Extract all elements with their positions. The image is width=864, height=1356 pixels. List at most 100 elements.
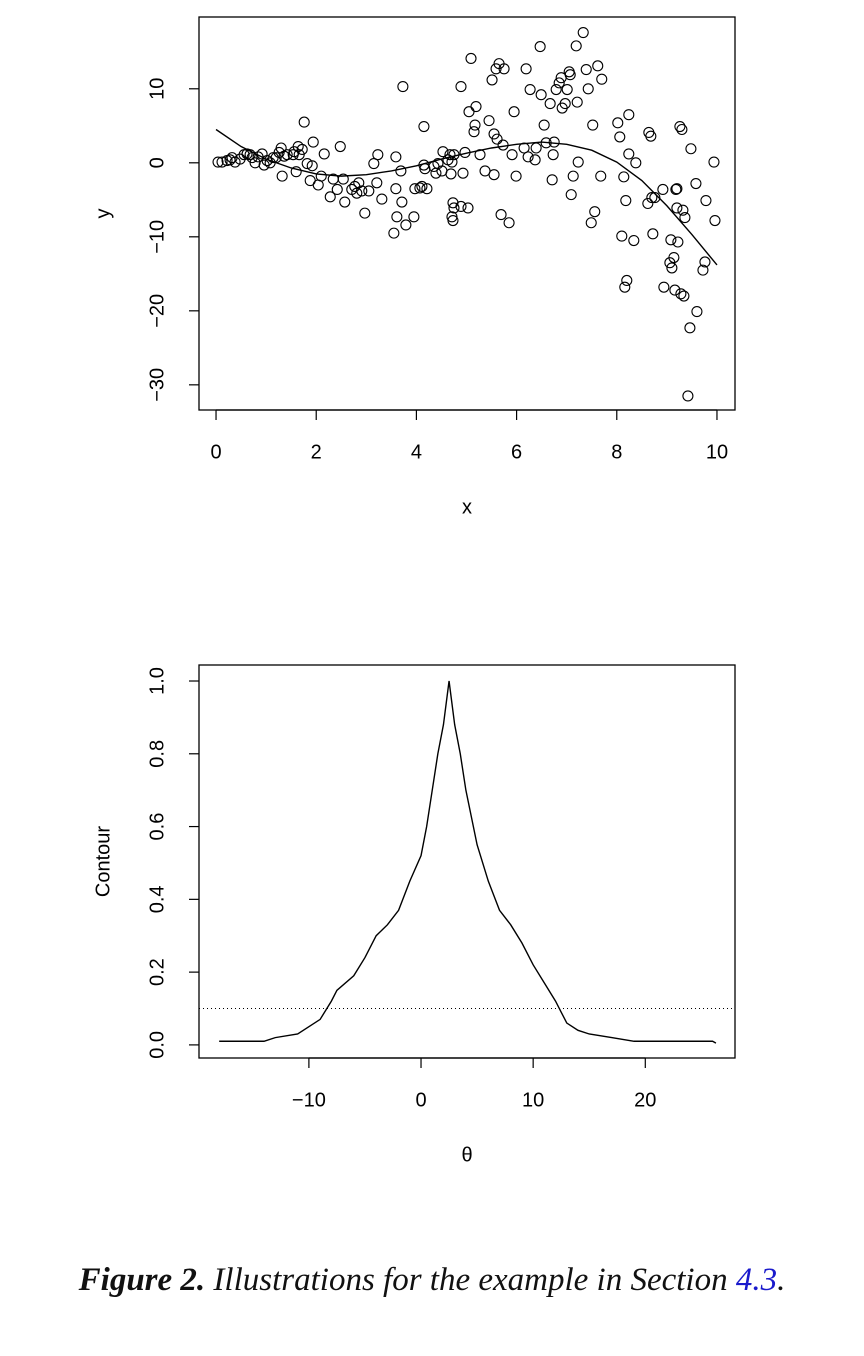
point <box>334 140 346 153</box>
point <box>416 180 428 193</box>
point <box>409 183 421 195</box>
point <box>585 217 597 229</box>
point <box>474 149 486 161</box>
point <box>216 156 228 168</box>
point <box>318 148 330 160</box>
y-tick-label: −10 <box>146 220 168 254</box>
section-link[interactable]: 4.3 <box>735 1262 778 1298</box>
point <box>307 136 319 148</box>
fitted-curve <box>215 128 718 266</box>
point <box>390 151 402 163</box>
point <box>672 236 684 248</box>
point <box>628 234 640 247</box>
point <box>390 183 402 195</box>
point <box>572 156 584 168</box>
point <box>391 211 403 223</box>
point <box>621 274 633 287</box>
caption: Figure 2. Illustrations for the example … <box>0 1262 864 1299</box>
point <box>469 119 481 131</box>
y-tick-label: 1.0 <box>146 667 168 695</box>
x-tick-label: 10 <box>706 441 728 463</box>
point <box>508 106 520 118</box>
point <box>465 52 477 64</box>
point <box>668 251 680 264</box>
point <box>490 63 502 75</box>
point <box>376 193 388 205</box>
y-axis-label: y <box>92 209 114 219</box>
plot-box <box>198 664 736 1059</box>
point <box>457 167 469 179</box>
point <box>503 217 515 229</box>
point <box>577 26 589 39</box>
point <box>437 146 449 158</box>
point <box>359 207 371 219</box>
point <box>363 185 375 197</box>
point <box>553 77 565 89</box>
x-tick-label: −10 <box>292 1089 326 1111</box>
point <box>421 183 433 195</box>
point <box>623 148 635 160</box>
point <box>596 73 608 85</box>
point <box>356 185 368 197</box>
y-tick-label: −20 <box>146 294 168 328</box>
point <box>534 41 546 53</box>
point <box>315 170 327 182</box>
point <box>331 183 343 195</box>
point <box>691 306 703 318</box>
point <box>544 98 556 110</box>
point <box>671 183 683 195</box>
x-tick-label: 10 <box>522 1089 544 1111</box>
point <box>679 212 691 224</box>
point <box>582 83 594 95</box>
point <box>488 128 500 140</box>
x-tick-label: 8 <box>611 441 622 463</box>
point <box>497 139 509 151</box>
point <box>368 157 380 170</box>
point <box>463 106 475 118</box>
point <box>445 168 457 180</box>
point <box>455 81 467 93</box>
point <box>339 196 351 208</box>
point <box>564 69 576 81</box>
point <box>396 196 408 208</box>
point <box>506 149 518 161</box>
point <box>658 281 670 293</box>
point <box>709 214 721 227</box>
y-tick-label: −30 <box>146 368 168 402</box>
point <box>395 165 407 177</box>
point <box>244 149 256 161</box>
point <box>491 133 503 145</box>
point <box>678 290 690 302</box>
y-tick-label: 0.4 <box>146 885 168 913</box>
point <box>623 109 635 121</box>
point <box>682 390 694 402</box>
point <box>306 160 318 172</box>
point <box>559 98 571 110</box>
point <box>397 81 409 93</box>
point <box>529 154 541 166</box>
point <box>455 200 467 213</box>
point <box>546 174 558 186</box>
x-axis-label: x <box>462 496 472 518</box>
point <box>670 183 682 195</box>
point <box>400 219 412 231</box>
point <box>645 130 657 142</box>
point <box>301 157 313 170</box>
x-tick-label: 2 <box>311 441 322 463</box>
point <box>647 228 659 240</box>
point <box>444 149 456 161</box>
point <box>618 171 630 183</box>
point <box>565 189 577 201</box>
point <box>561 83 573 96</box>
y-tick-label: 0 <box>146 157 168 168</box>
point <box>281 149 293 161</box>
point <box>337 173 349 185</box>
point <box>468 126 480 138</box>
point <box>495 209 507 221</box>
point <box>690 177 702 190</box>
point <box>408 211 420 223</box>
point <box>665 234 677 246</box>
point <box>538 119 550 131</box>
